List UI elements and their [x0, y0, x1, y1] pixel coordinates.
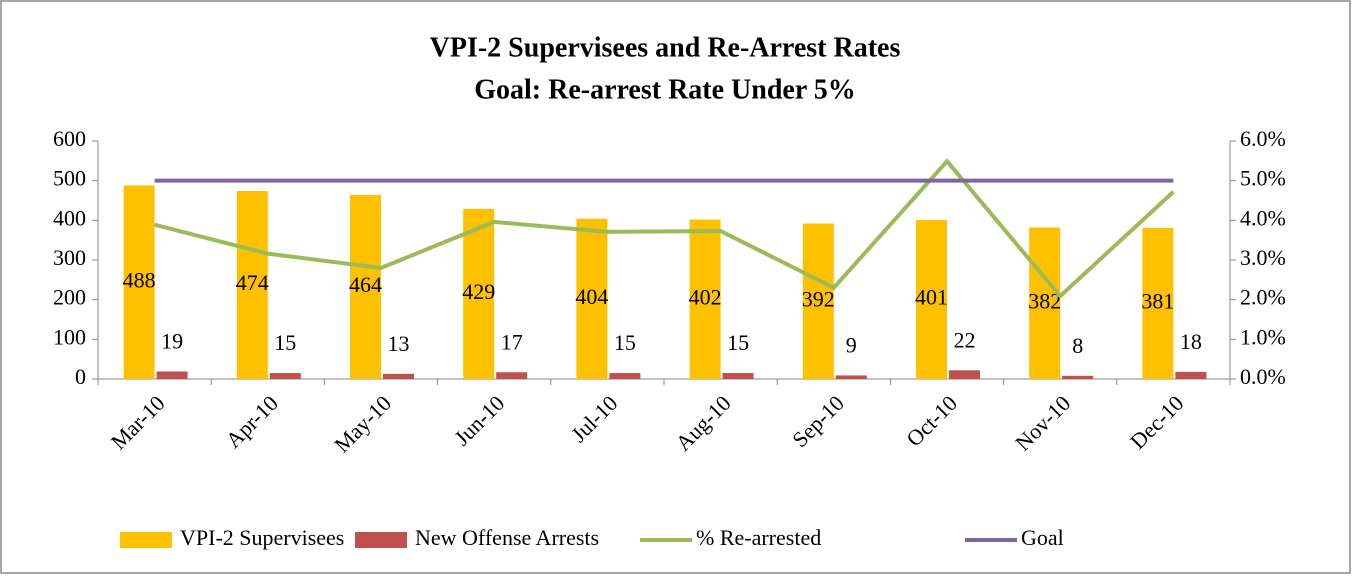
- bar: [383, 373, 414, 379]
- bar: [1142, 227, 1174, 379]
- bar-value-label: 381: [1141, 288, 1174, 313]
- bar-value-label: 15: [727, 330, 749, 355]
- bar: [463, 208, 495, 379]
- chart-subtitle: Goal: Re-arrest Rate Under 5%: [474, 74, 856, 105]
- chart-title: VPI-2 Supervisees and Re-Arrest Rates: [430, 32, 901, 63]
- bar-value-label: 22: [954, 327, 976, 352]
- bar: [576, 218, 608, 379]
- bar-value-label: 13: [388, 331, 410, 356]
- bar-value-label: 429: [462, 279, 495, 304]
- bar-value-label: 17: [501, 329, 523, 354]
- bar-value-label: 392: [802, 286, 835, 311]
- legend-label: VPI-2 Supervisees: [180, 525, 344, 550]
- y2-tick-label: 2.0%: [1240, 285, 1286, 310]
- bar: [350, 194, 381, 379]
- bar: [949, 370, 980, 379]
- bar-value-label: 8: [1072, 333, 1083, 358]
- legend-label: % Re-arrested: [696, 525, 821, 550]
- legend-label: New Offense Arrests: [415, 525, 599, 550]
- bar: [269, 373, 301, 379]
- bar-value-label: 18: [1180, 329, 1202, 354]
- bar-value-label: 15: [274, 330, 296, 355]
- bar: [609, 373, 641, 379]
- bar: [123, 185, 155, 379]
- legend-swatch: [355, 532, 407, 548]
- legend-label: Goal: [1021, 525, 1064, 550]
- bar: [1029, 227, 1061, 379]
- bar: [689, 219, 721, 379]
- bar: [802, 223, 834, 379]
- bar: [722, 373, 754, 379]
- bar: [496, 372, 528, 379]
- bar-value-label: 19: [161, 329, 183, 354]
- y2-tick-label: 6.0%: [1240, 126, 1286, 151]
- y-tick-label: 300: [53, 245, 86, 270]
- bar-value-label: 488: [123, 267, 156, 292]
- bar-value-label: 464: [349, 272, 382, 297]
- y-tick-label: 600: [53, 126, 86, 151]
- bar-value-label: 401: [915, 285, 948, 310]
- y2-tick-label: 3.0%: [1240, 245, 1286, 270]
- bar-value-label: 404: [575, 284, 608, 309]
- bar: [1175, 371, 1207, 379]
- bar: [916, 219, 947, 379]
- y-tick-label: 500: [53, 166, 86, 191]
- y-tick-label: 400: [53, 205, 86, 230]
- bar: [236, 190, 268, 379]
- bar: [835, 375, 867, 379]
- y-tick-label: 100: [53, 324, 86, 349]
- bar-value-label: 9: [846, 332, 857, 357]
- y2-tick-label: 1.0%: [1240, 324, 1286, 349]
- bar-value-label: 15: [614, 330, 636, 355]
- bar-value-label: 402: [689, 284, 722, 309]
- y-tick-label: 200: [53, 285, 86, 310]
- line: [154, 158, 1175, 299]
- y2-tick-label: 4.0%: [1240, 205, 1286, 230]
- bar-value-label: 474: [236, 270, 269, 295]
- bar: [156, 371, 188, 379]
- legend-swatch: [120, 532, 172, 548]
- y2-tick-label: 5.0%: [1240, 166, 1286, 191]
- y-tick-label: 0: [75, 364, 86, 389]
- bar: [1062, 375, 1094, 379]
- y2-tick-label: 0.0%: [1240, 364, 1286, 389]
